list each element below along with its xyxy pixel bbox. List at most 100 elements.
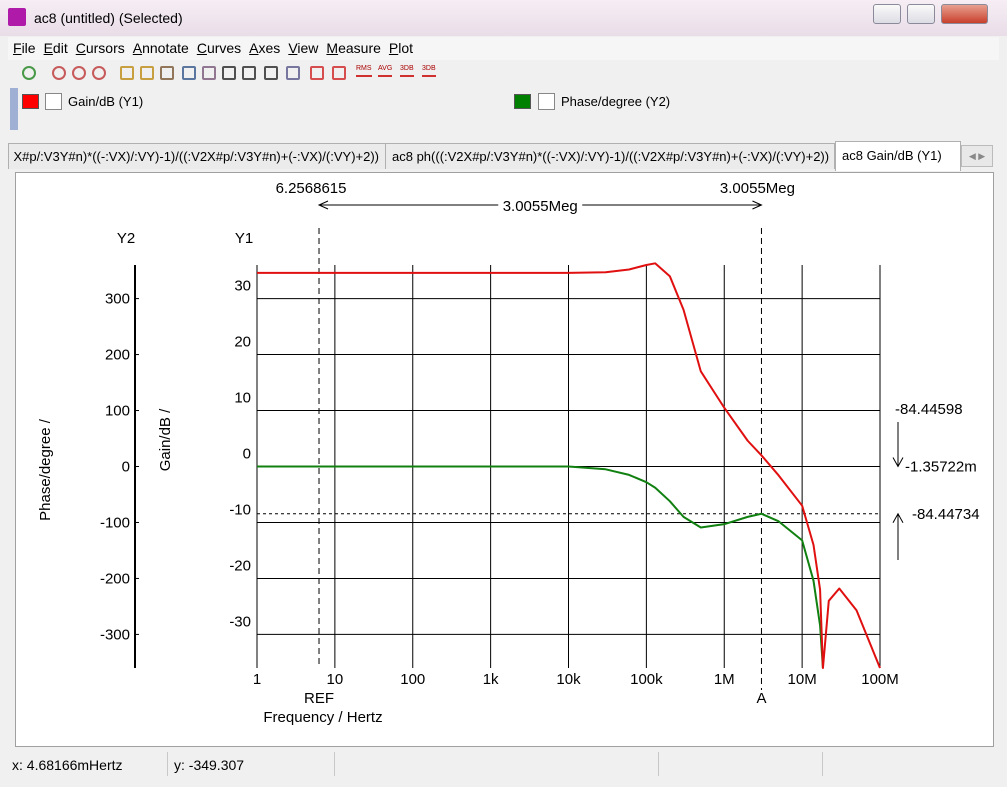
status-field bbox=[662, 752, 823, 776]
label-bg bbox=[498, 196, 583, 214]
menu-item[interactable]: Measure bbox=[326, 40, 381, 56]
legend-swatch[interactable] bbox=[22, 94, 39, 109]
y-tick-label: 20 bbox=[234, 334, 251, 351]
toolbar-button[interactable] bbox=[52, 66, 66, 80]
x-tick-label: 1k bbox=[483, 671, 499, 688]
close-button[interactable] bbox=[941, 4, 988, 24]
toolbar: RMS AVG 3DB 3DB bbox=[8, 62, 999, 86]
status-y: y: -349.307 bbox=[174, 752, 335, 776]
y-axis-title: Y1 bbox=[235, 230, 253, 247]
menu-item[interactable]: File bbox=[13, 40, 36, 56]
toolbar-button[interactable] bbox=[120, 66, 134, 80]
menu-item[interactable]: Curves bbox=[196, 40, 242, 56]
tab-active[interactable]: ac8 Gain/dB (Y1) bbox=[835, 141, 961, 171]
legend-checkbox[interactable] bbox=[538, 93, 555, 110]
maximize-button[interactable] bbox=[907, 4, 935, 24]
y-tick-label: -30 bbox=[229, 613, 251, 630]
cursor-label: 3.0055Meg bbox=[720, 180, 795, 197]
tab-label: ac8 Gain/dB (Y1) bbox=[842, 148, 942, 163]
tab[interactable]: ac8 ph(((:V2X#p/:V3Y#n)*((-:VX)/:VY)-1)/… bbox=[385, 143, 835, 169]
legend-swatch[interactable] bbox=[514, 94, 531, 109]
cursor-marker: REF bbox=[304, 690, 334, 707]
x-tick-label: 10k bbox=[556, 671, 581, 688]
menu-item[interactable]: Axes bbox=[249, 40, 281, 56]
title-bar: ac8 (untitled) (Selected) bbox=[0, 0, 1007, 36]
legend-entry: Gain/dB (Y1) bbox=[68, 94, 144, 109]
toolbar-button[interactable] bbox=[222, 66, 236, 80]
menu-item[interactable]: View bbox=[288, 40, 319, 56]
window-title: ac8 (untitled) (Selected) bbox=[34, 10, 183, 26]
status-bar: x: 4.68166mHertz y: -349.307 bbox=[8, 752, 999, 778]
cursor-label: -1.35722m bbox=[905, 459, 977, 476]
tab-label: ac8 ph(((:V2X#p/:V3Y#n)*((-:VX)/:VY)-1)/… bbox=[392, 149, 830, 164]
toolbar-button[interactable] bbox=[242, 66, 256, 80]
y2-tick-label: 300 bbox=[105, 291, 130, 308]
toolbar-label[interactable]: RMS bbox=[356, 65, 372, 77]
tab[interactable]: X#p/:V3Y#n)*((-:VX)/:VY)-1)/((:V2X#p/:V3… bbox=[8, 143, 386, 169]
y2-tick-label: -200 bbox=[100, 570, 130, 587]
legend-entry: Phase/degree (Y2) bbox=[561, 94, 671, 109]
cursor-label: -84.44734 bbox=[912, 506, 980, 523]
toolbar-label[interactable]: 3DB bbox=[400, 65, 414, 77]
curves bbox=[257, 262, 881, 669]
tab-label: X#p/:V3Y#n)*((-:VX)/:VY)-1)/((:V2X#p/:V3… bbox=[13, 149, 379, 164]
toolbar-button[interactable] bbox=[264, 66, 278, 80]
toolbar-button[interactable] bbox=[22, 66, 36, 80]
toolbar-button[interactable] bbox=[202, 66, 216, 80]
y2-tick-label: 200 bbox=[105, 347, 130, 364]
cursor-label: 6.2568615 bbox=[276, 180, 347, 197]
series-line bbox=[257, 465, 824, 669]
y2-tick-label: 0 bbox=[122, 459, 130, 476]
toolbar-button[interactable] bbox=[182, 66, 196, 80]
toolbar-button[interactable] bbox=[72, 66, 86, 80]
y2-axis-title: Y2 bbox=[117, 230, 135, 247]
arrow-head bbox=[317, 200, 763, 210]
x-tick-label: 100k bbox=[630, 671, 663, 688]
y2-tick-label: -100 bbox=[100, 514, 130, 531]
x-tick-label: 10 bbox=[327, 671, 344, 688]
menu-item[interactable]: Annotate bbox=[132, 40, 189, 56]
menu-bar: File Edit Cursors Annotate Curves Axes View Mea… bbox=[8, 37, 999, 60]
status-x: x: 4.68166mHertz bbox=[12, 752, 168, 776]
x-tick-label: 1 bbox=[253, 671, 261, 688]
x-tick-label: 1M bbox=[714, 671, 735, 688]
toolbar-button[interactable] bbox=[332, 66, 346, 80]
y2-tick-label: 100 bbox=[105, 403, 130, 420]
y-axis-label: Gain/dB / bbox=[157, 408, 174, 471]
toolbar-label[interactable]: AVG bbox=[378, 65, 393, 77]
x-tick-label: 10M bbox=[788, 671, 817, 688]
cursor-diff-label: -84.44598 bbox=[895, 401, 963, 418]
toolbar-button[interactable] bbox=[286, 66, 300, 80]
cursor-marker: A bbox=[756, 690, 766, 707]
toolbar-button[interactable] bbox=[140, 66, 154, 80]
status-field bbox=[338, 752, 659, 776]
minimize-button[interactable] bbox=[873, 4, 901, 24]
toolbar-button[interactable] bbox=[92, 66, 106, 80]
y-tick-label: -10 bbox=[229, 501, 251, 518]
y-tick-label: -20 bbox=[229, 557, 251, 574]
legend-bar bbox=[10, 88, 18, 130]
series-line bbox=[257, 262, 881, 669]
y2-axis-label: Phase/degree / bbox=[37, 418, 54, 521]
app-icon bbox=[8, 8, 26, 26]
menu-item[interactable]: Cursors bbox=[75, 40, 125, 56]
y-tick-label: 10 bbox=[234, 390, 251, 407]
x-tick-label: 100 bbox=[400, 671, 425, 688]
menu-item[interactable]: Edit bbox=[43, 40, 68, 56]
cursor-arrow bbox=[892, 422, 904, 560]
tab-scroll[interactable]: ◀ ▶ bbox=[961, 145, 993, 167]
toolbar-button[interactable] bbox=[160, 66, 174, 80]
x-axis-label: Frequency / Hertz bbox=[263, 709, 382, 726]
toolbar-button[interactable] bbox=[310, 66, 324, 80]
x-tick-label: 100M bbox=[861, 671, 899, 688]
y2-tick-label: -300 bbox=[100, 626, 130, 643]
plot-area bbox=[15, 172, 994, 747]
y-tick-label: 0 bbox=[243, 446, 251, 463]
cursor-diff-label: 3.0055Meg bbox=[503, 198, 578, 215]
y-tick-label: 30 bbox=[234, 278, 251, 295]
legend-checkbox[interactable] bbox=[45, 93, 62, 110]
toolbar-label[interactable]: 3DB bbox=[422, 65, 436, 77]
menu-item[interactable]: Plot bbox=[388, 40, 414, 56]
